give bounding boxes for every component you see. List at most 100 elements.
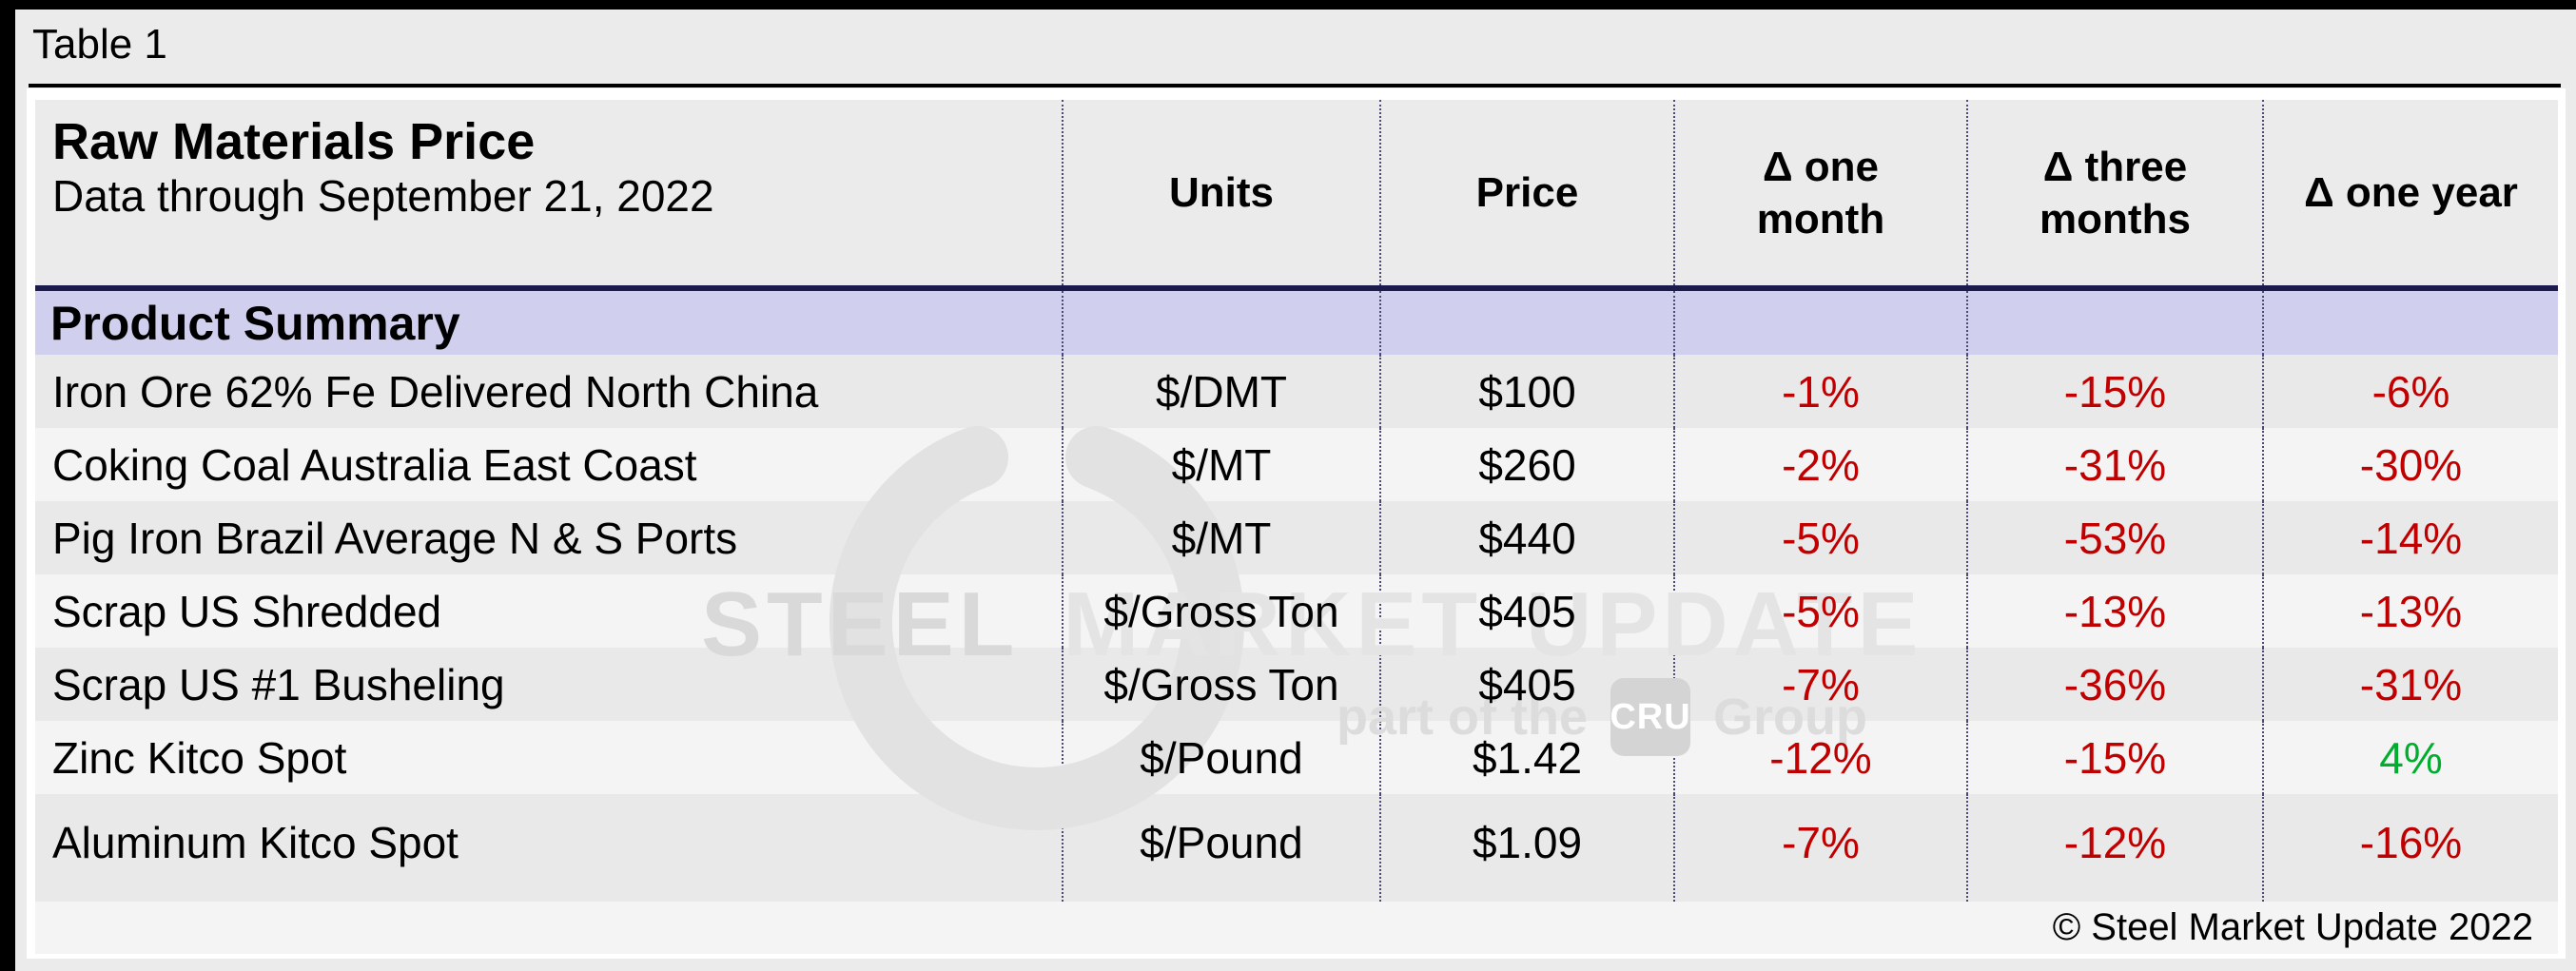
product-summary-band: Product Summary <box>35 285 2558 355</box>
table-row: Iron Ore 62% Fe Delivered North China $/D… <box>35 355 2558 428</box>
delta-one-month-cell: -1% <box>1675 355 1968 428</box>
units-value: $/DMT <box>1156 366 1287 417</box>
band-cell <box>2264 291 2558 355</box>
units-cell: $/Pound <box>1064 721 1381 794</box>
units-cell: $/MT <box>1064 428 1381 501</box>
price-cell: $405 <box>1381 648 1675 721</box>
delta-one-year-value: -16% <box>2359 818 2463 867</box>
delta-one-month-value: -5% <box>1782 513 1860 563</box>
delta-three-months-cell: -15% <box>1968 721 2264 794</box>
delta-one-month-cell: -7% <box>1675 794 1968 902</box>
delta-one-month-cell: -5% <box>1675 574 1968 648</box>
caption-divider-rule <box>29 84 2561 87</box>
product-cell: Zinc Kitco Spot <box>35 721 1064 794</box>
copyright-row: © Steel Market Update 2022 <box>35 902 2558 954</box>
price-cell: $260 <box>1381 428 1675 501</box>
delta-three-months-value: -13% <box>2063 586 2167 636</box>
price-value: $405 <box>1478 586 1576 636</box>
band-cell <box>1968 291 2264 355</box>
band-cell <box>1064 291 1381 355</box>
column-header-price: Price <box>1381 100 1675 285</box>
delta-one-year-value: -14% <box>2359 513 2463 563</box>
delta-one-year-cell: -31% <box>2264 648 2558 721</box>
product-value: Pig Iron Brazil Average N & S Ports <box>52 513 738 563</box>
product-cell: Aluminum Kitco Spot <box>35 794 1064 902</box>
delta-one-month-value: -12% <box>1769 732 1872 783</box>
table-subtitle: Data through September 21, 2022 <box>52 170 714 221</box>
column-header-delta-three-months: Δ three months <box>1968 100 2264 285</box>
delta-one-year-cell: -16% <box>2264 794 2558 902</box>
price-cell: $100 <box>1381 355 1675 428</box>
product-cell: Iron Ore 62% Fe Delivered North China <box>35 355 1064 428</box>
product-cell: Coking Coal Australia East Coast <box>35 428 1064 501</box>
units-value: $/Gross Ton <box>1103 586 1339 636</box>
units-cell: $/Gross Ton <box>1064 648 1381 721</box>
delta-three-months-value: -53% <box>2063 513 2167 563</box>
product-cell: Scrap US #1 Busheling <box>35 648 1064 721</box>
delta-three-months-value: -15% <box>2063 732 2167 783</box>
product-value: Iron Ore 62% Fe Delivered North China <box>52 366 819 417</box>
delta-one-month-cell: -12% <box>1675 721 1968 794</box>
copyright-text: © Steel Market Update 2022 <box>2052 906 2533 948</box>
units-value: $/Pound <box>1140 818 1303 867</box>
table-row: Scrap US #1 Busheling $/Gross Ton $405 -7% -… <box>35 648 2558 721</box>
table-body: Iron Ore 62% Fe Delivered North China $/D… <box>35 355 2558 902</box>
left-border-bar <box>0 0 15 971</box>
delta-one-year-cell: -30% <box>2264 428 2558 501</box>
table-caption: Table 1 <box>32 21 167 68</box>
column-header-delta-one-month: Δ one month <box>1675 100 1968 285</box>
price-cell: $1.42 <box>1381 721 1675 794</box>
price-value: $1.42 <box>1472 732 1583 783</box>
delta-one-year-value: -31% <box>2359 659 2463 709</box>
product-value: Zinc Kitco Spot <box>52 732 347 783</box>
delta-one-month-value: -1% <box>1782 366 1860 417</box>
table-row: Aluminum Kitco Spot $/Pound $1.09 -7% -12% -1… <box>35 794 2558 902</box>
table-row: Pig Iron Brazil Average N & S Ports $/MT $… <box>35 501 2558 574</box>
delta-three-months-value: -15% <box>2063 366 2167 417</box>
section-label-cell: Product Summary <box>35 291 1064 355</box>
price-value: $100 <box>1478 366 1576 417</box>
delta-one-month-value: -5% <box>1782 586 1860 636</box>
product-value: Coking Coal Australia East Coast <box>52 439 697 490</box>
delta-three-months-value: -12% <box>2063 818 2167 867</box>
units-cell: $/DMT <box>1064 355 1381 428</box>
table-row: Coking Coal Australia East Coast $/MT $260… <box>35 428 2558 501</box>
delta-one-year-value: -6% <box>2371 366 2450 417</box>
product-value: Scrap US Shredded <box>52 586 442 636</box>
product-cell: Scrap US Shredded <box>35 574 1064 648</box>
price-cell: $1.09 <box>1381 794 1675 902</box>
units-value: $/Pound <box>1140 732 1303 783</box>
units-value: $/Gross Ton <box>1103 659 1339 709</box>
delta-one-year-cell: -13% <box>2264 574 2558 648</box>
delta-one-month-cell: -5% <box>1675 501 1968 574</box>
delta-three-months-value: -36% <box>2063 659 2167 709</box>
delta-three-months-cell: -15% <box>1968 355 2264 428</box>
product-value: Scrap US #1 Busheling <box>52 659 505 709</box>
delta-one-year-cell: 4% <box>2264 721 2558 794</box>
units-cell: $/MT <box>1064 501 1381 574</box>
delta-one-year-cell: -14% <box>2264 501 2558 574</box>
delta-one-month-cell: -2% <box>1675 428 1968 501</box>
product-cell: Pig Iron Brazil Average N & S Ports <box>35 501 1064 574</box>
units-value: $/MT <box>1171 513 1272 563</box>
price-cell: $405 <box>1381 574 1675 648</box>
table-row: Zinc Kitco Spot $/Pound $1.42 -12% -15% 4% <box>35 721 2558 794</box>
table-title: Raw Materials Price <box>52 113 536 170</box>
delta-three-months-cell: -13% <box>1968 574 2264 648</box>
delta-one-year-value: -30% <box>2359 439 2463 490</box>
raw-materials-price-table: STEEL MARKET UPDATE part of the CRU Grou… <box>27 88 2566 959</box>
delta-one-month-value: -7% <box>1782 818 1860 867</box>
price-value: $405 <box>1478 659 1576 709</box>
section-label: Product Summary <box>50 296 460 350</box>
delta-one-year-cell: -6% <box>2264 355 2558 428</box>
delta-one-year-value: 4% <box>2379 732 2443 783</box>
table-header-row: Raw Materials Price Data through Septemb… <box>35 100 2558 285</box>
delta-three-months-cell: -12% <box>1968 794 2264 902</box>
band-cell <box>1675 291 1968 355</box>
delta-one-month-value: -2% <box>1782 439 1860 490</box>
delta-one-month-value: -7% <box>1782 659 1860 709</box>
table-title-cell: Raw Materials Price Data through Septemb… <box>35 100 1064 285</box>
product-value: Aluminum Kitco Spot <box>52 818 459 867</box>
delta-three-months-cell: -36% <box>1968 648 2264 721</box>
units-value: $/MT <box>1171 439 1272 490</box>
